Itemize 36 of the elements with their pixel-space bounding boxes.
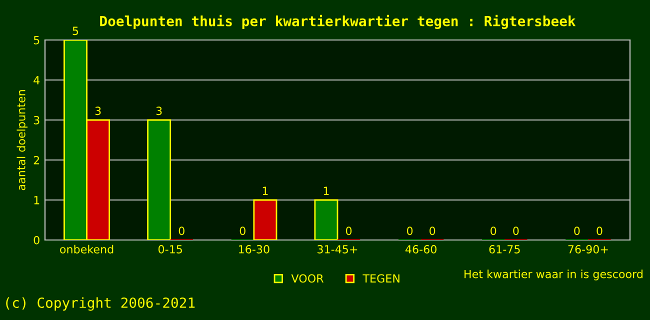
legend-label: VOOR [291,274,324,283]
x-tick-label: 46-60 [405,245,436,254]
data-label: 0 [240,226,246,236]
data-label: 1 [324,186,329,195]
data-label: 0 [430,226,436,236]
data-label: 0 [346,226,352,236]
bar [147,119,172,240]
data-label: 0 [490,226,496,236]
legend-label: TEGEN [362,274,400,283]
x-tick-label: 0-15 [158,245,182,254]
data-label: 3 [95,106,101,116]
x-tick-label: onbekend [60,244,114,254]
chart-title: Doelpunten thuis per kwartierkwartier tegen : Rigtersbeek [100,14,576,29]
data-label: 3 [156,106,162,116]
data-label: 0 [406,226,413,236]
data-label: 0 [574,226,580,236]
data-label: 0 [178,226,184,236]
x-axis-title: Het kwartier waar in is gescoord [464,270,642,280]
text: (c) Copyright 2006-2021 [6,297,195,311]
y-tick-label: 3 [34,116,40,124]
y-tick-label: 0 [34,236,40,244]
x-tick-label: 16-30 [239,245,270,254]
bar [314,199,338,240]
y-tick-label: 1 [34,196,40,204]
bar [253,199,278,240]
x-tick-label: 31-45+ [318,245,358,254]
y-axis-title: aantal doelpunten [16,90,28,190]
x-tick-label: 61-75 [489,245,520,254]
data-label: 0 [596,226,602,236]
y-tick-label: 5 [34,36,40,44]
y-tick-label: 2 [34,156,40,164]
x-tick-label: 76-90+ [568,245,608,254]
data-label: 5 [72,26,78,36]
data-label: 1 [262,186,268,195]
data-label: 0 [513,226,519,236]
y-tick-label: 4 [34,76,40,84]
